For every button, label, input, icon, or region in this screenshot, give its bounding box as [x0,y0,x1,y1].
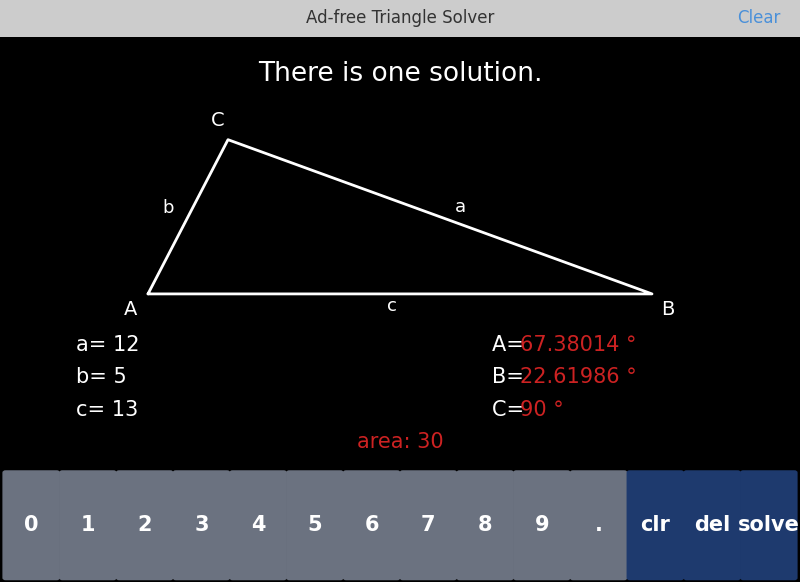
FancyBboxPatch shape [286,470,344,580]
Text: del: del [694,515,730,535]
Text: There is one solution.: There is one solution. [258,62,542,87]
FancyBboxPatch shape [173,470,230,580]
Text: b= 5: b= 5 [76,367,126,387]
FancyBboxPatch shape [513,470,570,580]
Text: B: B [662,300,674,319]
Text: 0: 0 [24,515,38,535]
Text: 4: 4 [251,515,266,535]
Text: area: 30: area: 30 [357,432,443,452]
Text: c: c [387,297,397,315]
Text: B=: B= [492,367,530,387]
Text: 6: 6 [364,515,379,535]
FancyBboxPatch shape [626,470,684,580]
FancyBboxPatch shape [230,470,287,580]
FancyBboxPatch shape [343,470,401,580]
Text: A=: A= [492,335,530,354]
Text: A: A [124,300,137,319]
FancyBboxPatch shape [116,470,174,580]
Text: 1: 1 [81,515,95,535]
Text: Ad-free Triangle Solver: Ad-free Triangle Solver [306,9,494,27]
Text: C=: C= [492,400,530,420]
Text: C: C [210,111,225,130]
Text: 8: 8 [478,515,492,535]
Text: Clear: Clear [737,9,780,27]
Text: 7: 7 [421,515,436,535]
FancyBboxPatch shape [570,470,627,580]
Text: b: b [162,200,174,217]
FancyBboxPatch shape [740,470,798,580]
FancyBboxPatch shape [0,0,800,37]
FancyBboxPatch shape [2,470,60,580]
Text: 3: 3 [194,515,209,535]
Text: 5: 5 [307,515,322,535]
Text: a= 12: a= 12 [76,335,139,354]
FancyBboxPatch shape [59,470,117,580]
Text: 67.38014 °: 67.38014 ° [520,335,636,354]
Text: 9: 9 [534,515,549,535]
Text: 90 °: 90 ° [520,400,563,420]
Text: 22.61986 °: 22.61986 ° [520,367,636,387]
Text: a: a [454,198,466,215]
Text: clr: clr [641,515,670,535]
Text: .: . [594,515,602,535]
FancyBboxPatch shape [456,470,514,580]
Text: 2: 2 [138,515,152,535]
FancyBboxPatch shape [400,470,457,580]
Text: c= 13: c= 13 [76,400,138,420]
FancyBboxPatch shape [683,470,741,580]
Text: solve: solve [738,515,800,535]
